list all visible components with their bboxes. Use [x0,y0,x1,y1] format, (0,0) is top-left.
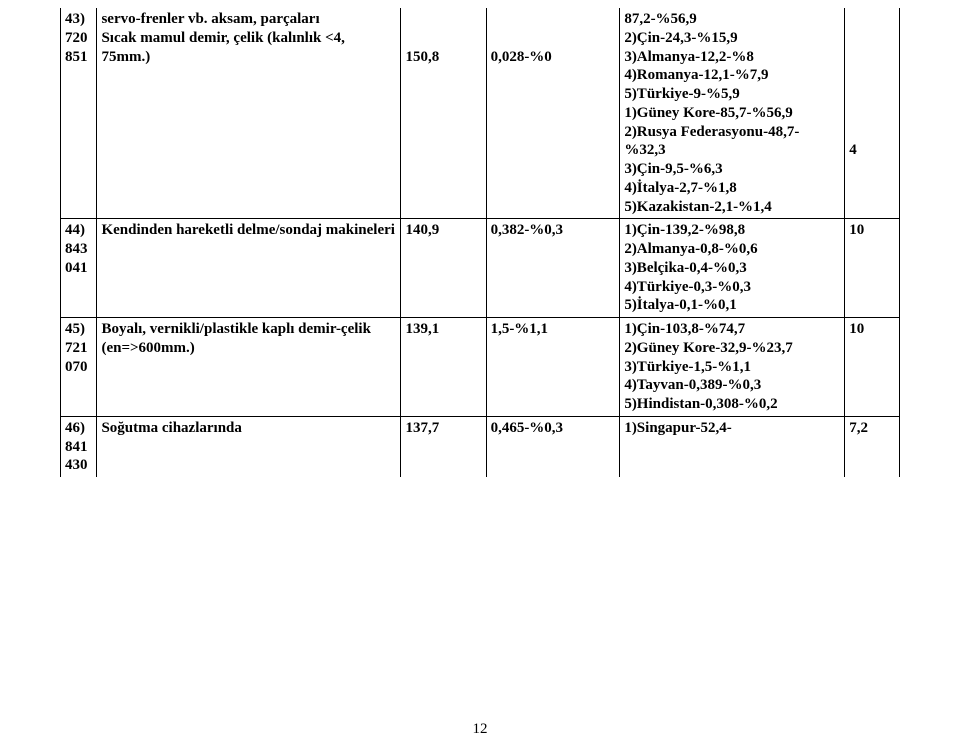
cell-text: 10 [849,222,864,238]
cell-text: 45)721070 [65,321,88,375]
cell-text [849,104,895,123]
cell-index: 44)843041 [61,219,97,318]
cell-countries: 87,2-%56,9 2)Çin-24,3-%15,9 3)Almanya-12… [620,8,845,219]
cell-text [849,66,895,85]
cell-text: 0,382-%0,3 [491,222,564,238]
cell-text: 1)Çin-139,2-%98,8 2)Almanya-0,8-%0,6 3)B… [624,221,840,315]
cell-text: 43)720851 [65,10,92,66]
cell-text: 87,2-%56,9 2)Çin-24,3-%15,9 3)Almanya-12… [624,10,840,216]
cell-text: 46)841430 [65,420,88,474]
cell-value: 140,9 [401,219,486,318]
cell-text [849,29,895,48]
cell-text: 1)Çin-103,8-%74,7 2)Güney Kore-32,9-%23,… [624,320,840,414]
cell-text [849,10,895,29]
page: 43)720851 servo-frenler vb. aksam, parça… [0,0,960,756]
cell-countries: 1)Singapur-52,4- [620,416,845,477]
cell-value: 150,8 [401,8,486,219]
cell-text [849,48,895,67]
table-row: 44)843041 Kendinden hareketli delme/sond… [61,219,900,318]
cell-text [405,29,481,48]
cell-value: 1,5-%1,1 [486,318,620,417]
cell-text: 150,8 [405,48,481,67]
cell-text: 1)Singapur-52,4- [624,420,731,436]
cell-value: 10 [845,318,900,417]
cell-text: 140,9 [405,222,439,238]
cell-desc: Kendinden hareketli delme/sondaj makinel… [97,219,401,318]
table-row: 43)720851 servo-frenler vb. aksam, parça… [61,8,900,219]
cell-text [849,123,895,142]
cell-index: 46)841430 [61,416,97,477]
cell-text: 44)843041 [65,222,88,276]
cell-desc: Soğutma cihazlarında [97,416,401,477]
cell-text: Kendinden hareketli delme/sondaj makinel… [101,222,395,238]
cell-text: 137,7 [405,420,439,436]
cell-text: Soğutma cihazlarında [101,420,241,436]
cell-text: 0,028-%0 [491,48,616,67]
cell-text: 7,2 [849,420,868,436]
cell-value: 0,028-%0 [486,8,620,219]
cell-text: 4 [849,141,895,160]
cell-text: 10 [849,321,864,337]
cell-text [405,10,481,29]
cell-text [849,85,895,104]
cell-text: 0,465-%0,3 [491,420,564,436]
cell-index: 43)720851 [61,8,97,219]
cell-text: servo-frenler vb. aksam, parçaları [101,10,396,29]
cell-text: Boyalı, vernikli/plastikle kaplı demir-ç… [101,321,370,356]
cell-value: 4 [845,8,900,219]
cell-desc: Boyalı, vernikli/plastikle kaplı demir-ç… [97,318,401,417]
cell-countries: 1)Çin-103,8-%74,7 2)Güney Kore-32,9-%23,… [620,318,845,417]
cell-text: 1,5-%1,1 [491,321,549,337]
table-row: 46)841430 Soğutma cihazlarında 137,7 0,4… [61,416,900,477]
cell-value: 139,1 [401,318,486,417]
cell-value: 0,465-%0,3 [486,416,620,477]
cell-text [491,29,616,48]
table-row: 45)721070 Boyalı, vernikli/plastikle kap… [61,318,900,417]
cell-value: 10 [845,219,900,318]
cell-text: Sıcak mamul demir, çelik (kalınlık <4, 7… [101,29,396,67]
page-number: 12 [0,721,960,738]
data-table: 43)720851 servo-frenler vb. aksam, parça… [60,8,900,477]
cell-desc: servo-frenler vb. aksam, parçaları Sıcak… [97,8,401,219]
cell-value: 7,2 [845,416,900,477]
cell-index: 45)721070 [61,318,97,417]
cell-value: 0,382-%0,3 [486,219,620,318]
cell-text: 139,1 [405,321,439,337]
cell-text [491,10,616,29]
cell-countries: 1)Çin-139,2-%98,8 2)Almanya-0,8-%0,6 3)B… [620,219,845,318]
cell-value: 137,7 [401,416,486,477]
